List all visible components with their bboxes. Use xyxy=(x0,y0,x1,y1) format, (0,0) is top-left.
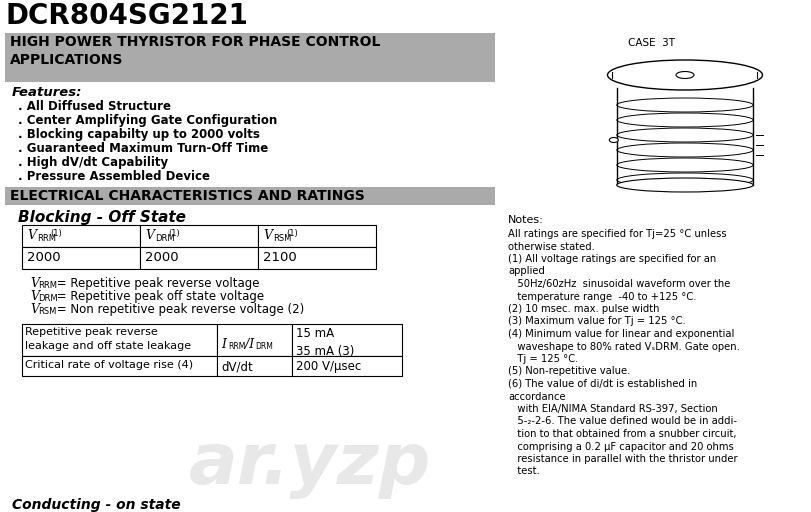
Text: . Guaranteed Maximum Turn-Off Time: . Guaranteed Maximum Turn-Off Time xyxy=(18,142,268,155)
Bar xyxy=(5,187,495,205)
Text: V: V xyxy=(27,229,36,242)
Text: RSM: RSM xyxy=(272,234,291,243)
Text: = Non repetitive peak reverse voltage (2): = Non repetitive peak reverse voltage (2… xyxy=(53,303,303,316)
Text: (1): (1) xyxy=(50,229,62,238)
Text: with EIA/NIMA Standard RS-397, Section: with EIA/NIMA Standard RS-397, Section xyxy=(508,404,717,414)
Text: Notes:: Notes: xyxy=(508,215,543,225)
Text: applied: applied xyxy=(508,267,544,276)
Text: V: V xyxy=(30,303,39,316)
Text: DCR804SG2121: DCR804SG2121 xyxy=(6,2,248,30)
Text: 5-₂-2-6. The value defined would be in addi-: 5-₂-2-6. The value defined would be in a… xyxy=(508,416,736,426)
Text: = Repetitive peak off state voltage: = Repetitive peak off state voltage xyxy=(53,290,264,303)
Bar xyxy=(139,247,258,269)
Text: . Blocking capabilty up to 2000 volts: . Blocking capabilty up to 2000 volts xyxy=(18,128,260,141)
Text: All ratings are specified for Tj=25 °C unless: All ratings are specified for Tj=25 °C u… xyxy=(508,229,726,239)
Bar xyxy=(258,225,375,247)
Text: = Repetitive peak reverse voltage: = Repetitive peak reverse voltage xyxy=(53,277,259,290)
Text: 2100: 2100 xyxy=(263,251,296,264)
Text: CASE  3T: CASE 3T xyxy=(627,38,674,48)
Text: V: V xyxy=(30,290,39,303)
Ellipse shape xyxy=(676,72,693,78)
Text: HIGH POWER THYRISTOR FOR PHASE CONTROL: HIGH POWER THYRISTOR FOR PHASE CONTROL xyxy=(10,35,380,49)
Bar xyxy=(217,356,292,376)
Text: . High dV/dt Capability: . High dV/dt Capability xyxy=(18,156,168,169)
Text: (3) Maximum value for Tj = 125 °C.: (3) Maximum value for Tj = 125 °C. xyxy=(508,316,685,327)
Text: APPLICATIONS: APPLICATIONS xyxy=(10,53,123,67)
Ellipse shape xyxy=(616,98,753,112)
Text: Tj = 125 °C.: Tj = 125 °C. xyxy=(508,354,577,364)
Text: (2) 10 msec. max. pulse width: (2) 10 msec. max. pulse width xyxy=(508,304,659,314)
Text: Critical rate of voltage rise (4): Critical rate of voltage rise (4) xyxy=(25,360,193,370)
Text: RRM: RRM xyxy=(37,234,56,243)
Text: ELECTRICAL CHARACTERISTICS AND RATINGS: ELECTRICAL CHARACTERISTICS AND RATINGS xyxy=(10,189,364,203)
Text: 50Hz/60zHz  sinusoidal waveform over the: 50Hz/60zHz sinusoidal waveform over the xyxy=(508,279,729,289)
Bar xyxy=(258,247,375,269)
Ellipse shape xyxy=(616,113,753,127)
Text: DRM: DRM xyxy=(38,294,58,303)
Text: temperature range  -40 to +125 °C.: temperature range -40 to +125 °C. xyxy=(508,291,696,302)
Text: V: V xyxy=(263,229,272,242)
Text: 2000: 2000 xyxy=(27,251,61,264)
Text: RSM: RSM xyxy=(38,307,56,316)
Text: ar.yzp: ar.yzp xyxy=(188,430,431,499)
Bar xyxy=(22,225,139,247)
Ellipse shape xyxy=(616,173,753,187)
Text: 200 V/μsec: 200 V/μsec xyxy=(296,360,361,373)
Bar xyxy=(217,324,292,356)
Ellipse shape xyxy=(608,138,617,142)
Text: accordance: accordance xyxy=(508,392,565,401)
Text: . Pressure Assembled Device: . Pressure Assembled Device xyxy=(18,170,210,183)
Text: comprising a 0.2 μF capacitor and 20 ohms: comprising a 0.2 μF capacitor and 20 ohm… xyxy=(508,441,733,452)
Text: waveshape to 80% rated VₛDRM. Gate open.: waveshape to 80% rated VₛDRM. Gate open. xyxy=(508,342,739,352)
Text: tion to that obtained from a snubber circuit,: tion to that obtained from a snubber cir… xyxy=(508,429,736,439)
Text: RRM: RRM xyxy=(228,342,245,351)
Text: . All Diffused Structure: . All Diffused Structure xyxy=(18,100,171,113)
Text: Conducting - on state: Conducting - on state xyxy=(12,498,180,512)
Bar xyxy=(139,225,258,247)
Text: /I: /I xyxy=(245,338,254,351)
Text: Blocking - Off State: Blocking - Off State xyxy=(18,210,186,225)
Text: V: V xyxy=(145,229,154,242)
Text: Repetitive peak reverse
leakage and off state leakage: Repetitive peak reverse leakage and off … xyxy=(25,327,191,351)
Text: (1) All voltage ratings are specified for an: (1) All voltage ratings are specified fo… xyxy=(508,254,715,264)
Text: (5) Non-repetitive value.: (5) Non-repetitive value. xyxy=(508,367,629,376)
Bar xyxy=(5,33,495,82)
Bar xyxy=(22,324,217,356)
Ellipse shape xyxy=(616,178,753,192)
Text: I: I xyxy=(221,338,225,351)
Text: (1): (1) xyxy=(169,229,180,238)
Ellipse shape xyxy=(616,158,753,172)
Text: DRM: DRM xyxy=(255,342,272,351)
Text: (6) The value of di/dt is established in: (6) The value of di/dt is established in xyxy=(508,379,697,389)
Bar xyxy=(292,356,401,376)
Text: DRM: DRM xyxy=(155,234,174,243)
Text: 2000: 2000 xyxy=(145,251,178,264)
Ellipse shape xyxy=(607,60,762,90)
Text: dV/dt: dV/dt xyxy=(221,360,252,373)
Text: . Center Amplifying Gate Configuration: . Center Amplifying Gate Configuration xyxy=(18,114,277,127)
Text: 15 mA
35 mA (3): 15 mA 35 mA (3) xyxy=(296,327,354,358)
Bar xyxy=(22,247,139,269)
Text: resistance in parallel with the thristor under: resistance in parallel with the thristor… xyxy=(508,454,736,464)
Ellipse shape xyxy=(616,143,753,157)
Bar xyxy=(292,324,401,356)
Text: (1): (1) xyxy=(286,229,298,238)
Bar xyxy=(22,356,217,376)
Text: Features:: Features: xyxy=(12,86,82,99)
Text: RRM: RRM xyxy=(38,281,57,290)
Text: (4) Minimum value for linear and exponential: (4) Minimum value for linear and exponen… xyxy=(508,329,733,339)
Text: V: V xyxy=(30,277,39,290)
Text: test.: test. xyxy=(508,466,539,477)
Ellipse shape xyxy=(616,128,753,142)
Text: otherwise stated.: otherwise stated. xyxy=(508,242,594,251)
